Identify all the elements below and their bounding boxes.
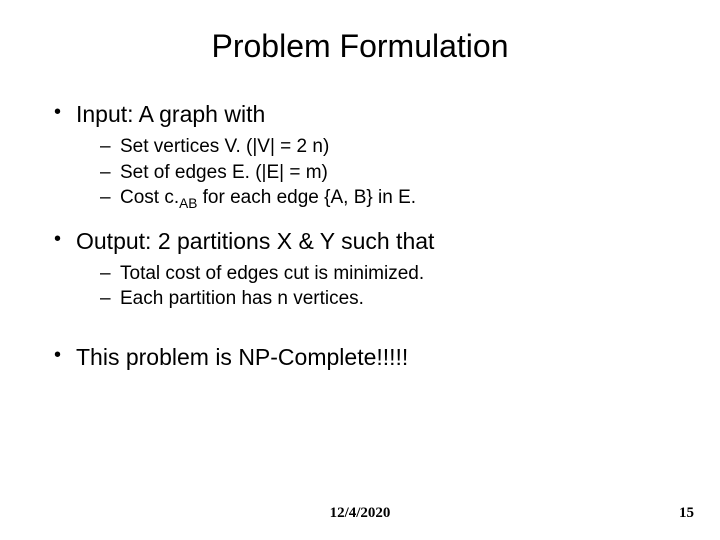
bullet-output-sublist: Total cost of edges cut is minimized. Ea… — [76, 261, 672, 312]
bullet-input-label: Input: A graph with — [76, 101, 265, 127]
sub-input-0: Set vertices V. (|V| = 2 n) — [76, 134, 672, 160]
sub-output-0: Total cost of edges cut is minimized. — [76, 261, 672, 287]
bullet-input: Input: A graph with Set vertices V. (|V|… — [48, 101, 672, 214]
sub-input-1: Set of edges E. (|E| = m) — [76, 160, 672, 186]
bullet-np-label: This problem is NP-Complete!!!!! — [76, 344, 408, 370]
bullet-output: Output: 2 partitions X & Y such that Tot… — [48, 228, 672, 312]
sub-output-1: Each partition has n vertices. — [76, 286, 672, 312]
bullet-list: Input: A graph with Set vertices V. (|V|… — [48, 101, 672, 312]
bullet-output-label: Output: 2 partitions X & Y such that — [76, 228, 434, 254]
bullet-input-sublist: Set vertices V. (|V| = 2 n) Set of edges… — [76, 134, 672, 214]
sub-input-cost: Cost c.AB for each edge {A, B} in E. — [76, 185, 672, 213]
spacer — [48, 326, 672, 344]
bullet-np: This problem is NP-Complete!!!!! — [48, 344, 672, 371]
bullet-list-2: This problem is NP-Complete!!!!! — [48, 344, 672, 371]
cost-sub: AB — [179, 196, 197, 211]
slide-title: Problem Formulation — [48, 28, 672, 65]
slide: Problem Formulation Input: A graph with … — [0, 0, 720, 540]
cost-suffix: for each edge {A, B} in E. — [197, 187, 416, 208]
footer-page-number: 15 — [679, 505, 694, 522]
footer-date: 12/4/2020 — [0, 505, 720, 522]
cost-prefix: Cost c. — [120, 187, 179, 208]
